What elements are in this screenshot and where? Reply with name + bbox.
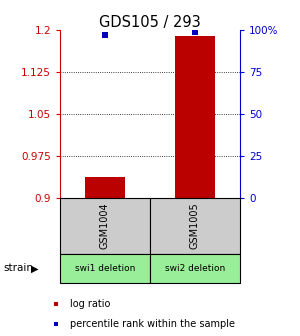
Text: ▶: ▶: [31, 263, 38, 273]
Text: log ratio: log ratio: [70, 299, 111, 309]
Bar: [175, 36, 215, 198]
Text: percentile rank within the sample: percentile rank within the sample: [70, 319, 236, 329]
Bar: [150, 254, 240, 283]
Text: swi2 deletion: swi2 deletion: [165, 264, 225, 273]
Bar: [150, 198, 240, 254]
Text: GSM1004: GSM1004: [100, 203, 110, 249]
Bar: [60, 254, 150, 283]
Text: GSM1005: GSM1005: [190, 203, 200, 249]
Text: GDS105 / 293: GDS105 / 293: [99, 15, 201, 30]
Text: strain: strain: [3, 263, 33, 273]
Bar: [85, 177, 125, 198]
Text: swi1 deletion: swi1 deletion: [75, 264, 135, 273]
Bar: [60, 198, 150, 254]
